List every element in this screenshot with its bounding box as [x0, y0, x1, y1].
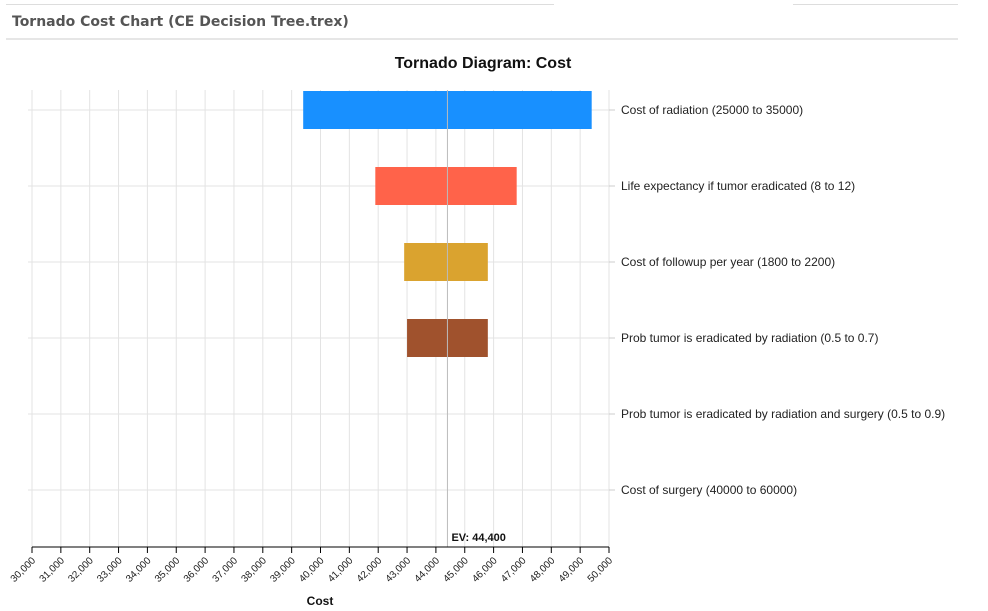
bar-label: Cost of followup per year (1800 to 2200)	[621, 255, 835, 269]
x-tick-label: 32,000	[66, 555, 96, 585]
x-tick-label: 41,000	[326, 555, 356, 585]
x-tick-label: 44,000	[413, 555, 443, 585]
top-divider-left	[6, 4, 554, 5]
x-tick-label: 35,000	[153, 555, 183, 585]
x-tick-label: 47,000	[499, 555, 529, 585]
x-tick-label: 46,000	[470, 555, 500, 585]
tornado-bar	[404, 243, 488, 281]
ev-label: EV: 44,400	[451, 532, 505, 544]
x-tick-label: 48,000	[528, 555, 558, 585]
x-tick-label: 42,000	[355, 555, 385, 585]
x-tick-label: 31,000	[38, 555, 68, 585]
tornado-bar	[375, 167, 517, 205]
x-tick-label: 45,000	[441, 555, 471, 585]
bar-label: Life expectancy if tumor eradicated (8 t…	[621, 179, 855, 193]
x-tick-label: 37,000	[211, 555, 241, 585]
bar-label: Cost of surgery (40000 to 60000)	[621, 483, 797, 497]
bar-label: Prob tumor is eradicated by radiation (0…	[621, 331, 878, 345]
bar-label: Prob tumor is eradicated by radiation an…	[621, 407, 945, 421]
x-tick-label: 33,000	[95, 555, 125, 585]
x-tick-label: 39,000	[268, 555, 298, 585]
x-tick-label: 43,000	[384, 555, 414, 585]
bar-label: Cost of radiation (25000 to 35000)	[621, 103, 803, 117]
x-tick-label: 30,000	[9, 555, 39, 585]
x-tick-label: 49,000	[557, 555, 587, 585]
x-tick-label: 36,000	[182, 555, 212, 585]
x-tick-label: 34,000	[124, 555, 154, 585]
x-tick-label: 38,000	[240, 555, 270, 585]
top-divider-right	[793, 4, 958, 5]
chart-title: Tornado Diagram: Cost	[395, 55, 572, 72]
panel-title: Tornado Cost Chart (CE Decision Tree.tre…	[12, 14, 349, 30]
x-tick-label: 40,000	[297, 555, 327, 585]
x-tick-label: 50,000	[586, 555, 616, 585]
x-axis-label: Cost	[307, 594, 334, 608]
panel-header: Tornado Cost Chart (CE Decision Tree.tre…	[6, 8, 958, 40]
